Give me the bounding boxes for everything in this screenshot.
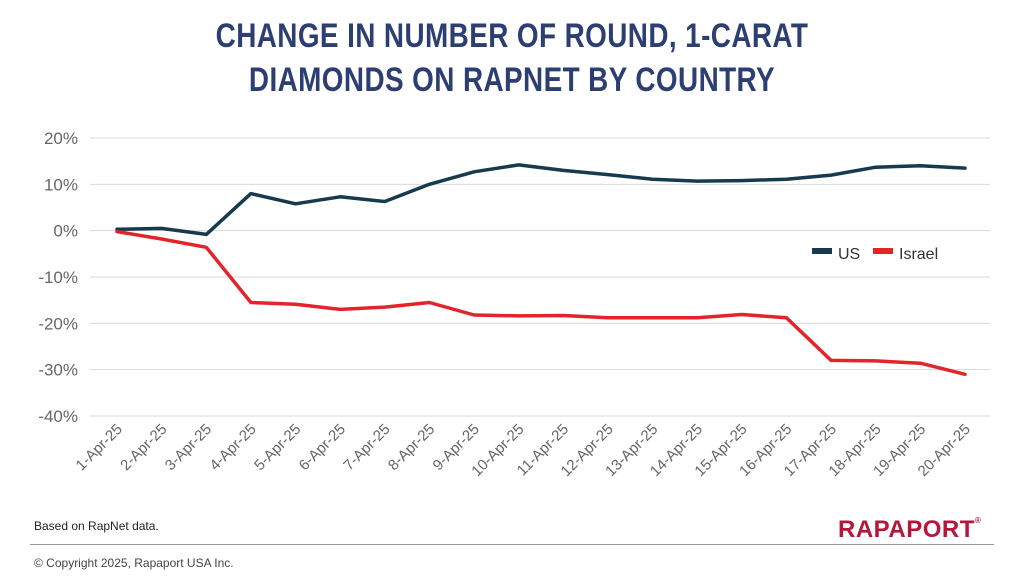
x-tick-label: 4-Apr-25 [206, 421, 259, 474]
rapaport-logo-text: RAPAPORT [838, 516, 975, 543]
registered-mark: ® [974, 516, 982, 525]
chart-title-line-2: DIAMONDS ON RAPNET BY COUNTRY [248, 61, 776, 99]
x-tick-label: 6-Apr-25 [296, 421, 349, 474]
legend-label-israel: Israel [899, 246, 938, 263]
rapaport-logo: RAPAPORT® [838, 516, 981, 544]
x-tick-label: 7-Apr-25 [340, 421, 393, 474]
series-line-israel [115, 229, 967, 377]
series-line-us [115, 163, 967, 237]
gridlines [90, 137, 990, 417]
x-tick-label: 2-Apr-25 [117, 421, 170, 474]
x-tick-label: 5-Apr-25 [251, 421, 304, 474]
x-tick-label: 1-Apr-25 [73, 421, 126, 474]
legend-label-us: US [838, 246, 860, 263]
legend-swatch-us [812, 248, 832, 254]
y-tick-label: -20% [38, 314, 78, 333]
y-tick-label: 20% [44, 129, 78, 148]
legend-swatch-israel [873, 248, 893, 254]
x-axis-ticks: 1-Apr-252-Apr-253-Apr-254-Apr-255-Apr-25… [73, 421, 974, 480]
chart-title-line-1: CHANGE IN NUMBER OF ROUND, 1-CARAT [215, 17, 809, 55]
legend: US Israel [812, 246, 938, 263]
y-tick-label: 10% [44, 175, 78, 194]
footer-divider [30, 544, 994, 545]
y-tick-label: -40% [38, 407, 78, 426]
x-tick-label: 3-Apr-25 [162, 421, 215, 474]
y-axis-ticks: 20% 10% 0% -10% -20% -30% -40% [38, 129, 78, 426]
y-tick-label: 0% [53, 222, 78, 241]
chart-title: CHANGE IN NUMBER OF ROUND, 1-CARAT DIAMO… [92, 14, 932, 102]
series-lines [115, 163, 967, 377]
source-note: Based on RapNet data. [34, 519, 159, 533]
y-tick-label: -10% [38, 268, 78, 287]
x-tick-label: 8-Apr-25 [385, 421, 438, 474]
copyright-note: © Copyright 2025, Rapaport USA Inc. [34, 556, 234, 570]
y-tick-label: -30% [38, 361, 78, 380]
